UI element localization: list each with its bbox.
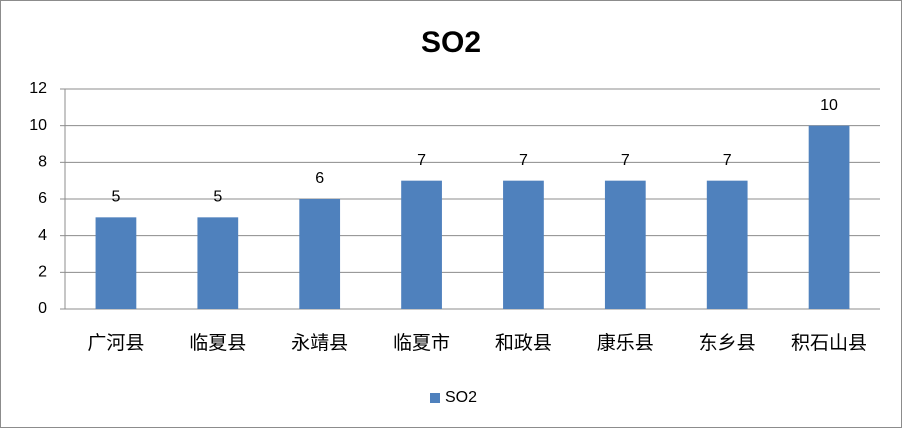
data-label: 7 xyxy=(621,152,630,169)
bar xyxy=(299,199,341,309)
y-tick-label: 10 xyxy=(29,117,47,134)
data-label: 7 xyxy=(417,152,426,169)
y-tick-label: 6 xyxy=(38,190,47,207)
x-tick-label: 广河县 xyxy=(87,332,144,354)
bar xyxy=(604,180,646,309)
y-tick-label: 4 xyxy=(38,227,47,244)
x-tick-label: 永靖县 xyxy=(291,332,348,354)
x-tick-label: 临夏市 xyxy=(393,332,450,354)
data-label: 5 xyxy=(213,189,222,206)
chart-title: SO2 xyxy=(421,26,481,59)
y-tick-label: 12 xyxy=(29,80,47,97)
y-tick-label: 0 xyxy=(38,300,47,317)
bar xyxy=(503,180,544,309)
bar xyxy=(401,180,442,309)
y-tick-label: 8 xyxy=(38,154,47,171)
legend-label: SO2 xyxy=(445,389,477,406)
x-tick-label: 康乐县 xyxy=(597,332,654,354)
bar xyxy=(197,217,239,309)
data-label: 10 xyxy=(820,97,838,114)
bar xyxy=(95,217,137,309)
x-tick-label: 临夏县 xyxy=(189,332,246,354)
x-tick-label: 积石山县 xyxy=(791,332,867,354)
data-label: 6 xyxy=(315,170,324,187)
bar xyxy=(808,125,850,310)
legend-swatch xyxy=(430,393,440,403)
data-label: 7 xyxy=(519,152,528,169)
data-label: 5 xyxy=(111,189,120,206)
x-tick-label: 东乡县 xyxy=(699,332,756,354)
data-label: 7 xyxy=(723,152,732,169)
x-tick-label: 和政县 xyxy=(495,332,552,354)
bar xyxy=(706,180,748,309)
y-tick-label: 2 xyxy=(38,264,47,281)
